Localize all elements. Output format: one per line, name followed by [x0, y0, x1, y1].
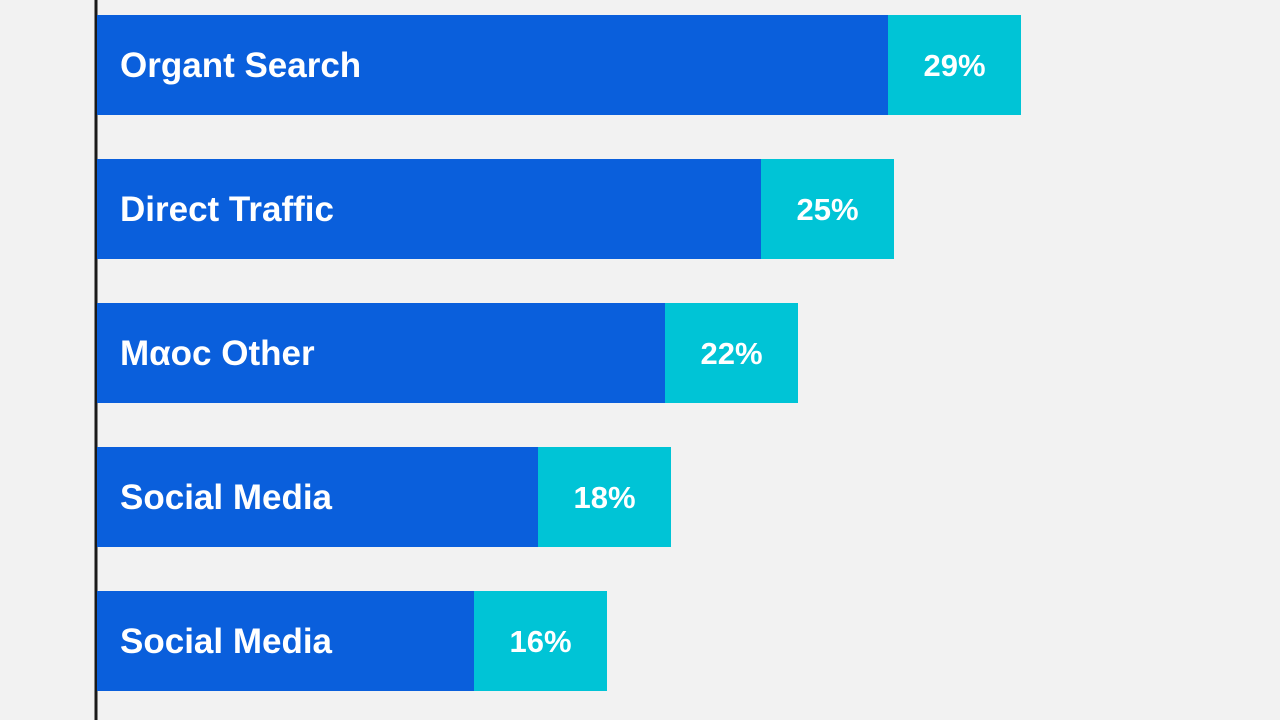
value-label: 29%: [923, 48, 985, 83]
bar: [97, 591, 474, 691]
value-label: 16%: [509, 624, 571, 659]
bar-value-cap: [761, 159, 894, 259]
category-label: Social Media: [120, 478, 333, 517]
category-label: Direct Traffic: [120, 190, 334, 229]
bar-value-cap: [888, 15, 1021, 115]
bar: [97, 159, 761, 259]
category-label: Social Media: [120, 622, 333, 661]
bar-value-cap: [538, 447, 671, 547]
bar-value-cap: [474, 591, 607, 691]
value-label: 25%: [796, 192, 858, 227]
category-label: Organt Search: [120, 46, 361, 85]
value-label: 18%: [573, 480, 635, 515]
bars-group: Organt Search 29% Direct Traffic 25% Mαoc Ot…: [97, 15, 1021, 691]
bar: [97, 15, 888, 115]
bar-value-cap: [665, 303, 798, 403]
category-label: Mαoc Other: [120, 334, 315, 373]
bar: [97, 303, 665, 403]
value-label: 22%: [700, 336, 762, 371]
bar: [97, 447, 538, 547]
